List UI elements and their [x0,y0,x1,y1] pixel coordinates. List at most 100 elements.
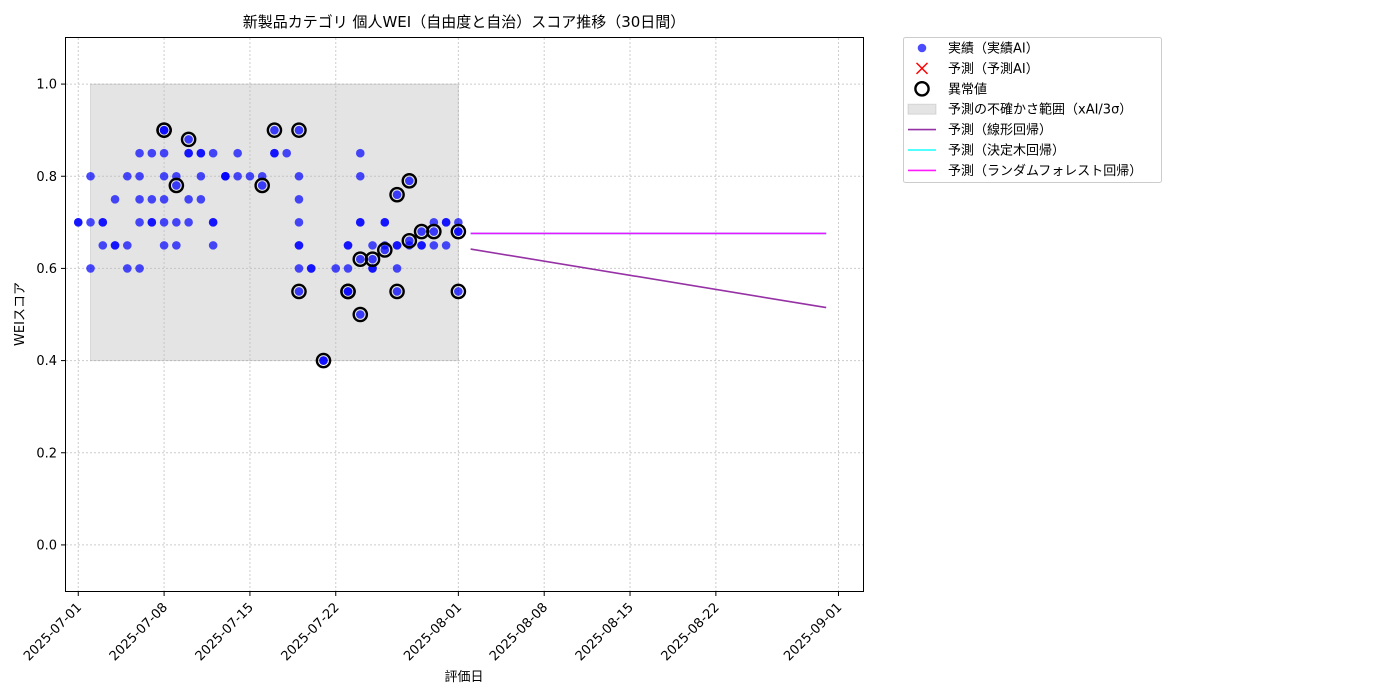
y-tick-label: 1.0 [36,78,57,93]
y-axis-label: WEIスコア [13,282,28,346]
legend-actual-marker [917,43,927,53]
x-axis-label: 評価日 [444,670,483,685]
actual-point [294,241,304,250]
anomaly-point [368,254,377,264]
actual-point [355,218,365,227]
anomaly-point [392,190,402,199]
actual-point [233,148,242,158]
actual-point [123,264,132,273]
legend-label: 実績（実績AI） [948,41,1039,57]
actual-point [429,241,439,250]
anomaly-point [294,287,304,296]
actual-point [110,194,120,204]
actual-point [343,241,353,250]
anomaly-point [405,176,414,186]
anomaly-ring [291,122,307,138]
anomaly-ring [426,223,442,240]
actual-point [110,241,120,250]
anomaly-ring [168,177,185,194]
anomaly-ring [352,306,369,323]
actual-point [282,148,292,158]
anomaly-point [319,356,328,365]
anomaly-ring [389,283,405,300]
legend-label: 予測（ランダムフォレスト回帰） [948,163,1142,179]
anomaly-ring [315,352,332,369]
uncertainty-band-rect [90,83,459,362]
anomaly-ring [450,223,467,240]
actual-point [441,218,451,227]
plot-area [66,38,863,591]
actual-point [196,194,206,204]
actual-point [159,241,169,250]
actual-point [135,148,144,158]
y-tick-label: 0.4 [36,354,57,369]
anomaly-ring [376,242,393,258]
actual-point [392,264,402,273]
legend-label: 異常値 [948,81,987,97]
anomaly-ring [340,283,356,300]
actual-point [343,264,353,273]
actual-point [270,148,279,158]
actual-point [368,241,377,250]
uncertainty-band [90,83,459,362]
legend-band-swatch [907,103,937,115]
anomaly-ring [389,186,405,203]
actual-point [135,171,144,181]
actual-point [196,148,206,158]
actual-point [172,241,181,250]
actual-point [294,171,304,181]
anomaly-point [355,310,365,319]
forecast-line [470,248,827,309]
actual-point [159,171,169,181]
grid [66,38,863,591]
actual-point [208,148,218,158]
actual-point [331,264,341,273]
actual-point [135,264,144,273]
legend-label: 予測（線形回帰） [948,122,1052,138]
actual-point [123,241,132,250]
legend-anomaly-marker [914,81,930,97]
legend-forecast-x-marker [915,62,929,75]
actual-point [98,241,108,250]
anomaly-point [429,227,439,236]
plot-frame [65,37,864,592]
actual-point [208,241,218,250]
actual-point [184,218,193,227]
anomaly-point [257,181,267,190]
anomaly-ring [364,251,381,268]
actual-point [355,171,365,181]
anomaly-markers [156,122,467,369]
actual-point [159,194,169,204]
actual-point [159,218,169,227]
forecast-lines [470,232,827,309]
actual-point [221,171,230,181]
actual-point [159,148,169,158]
anomaly-point [380,245,390,255]
anomaly-point [294,125,304,135]
anomaly-point [172,181,181,190]
anomaly-ring [266,122,283,138]
anomaly-point [405,236,414,246]
anomaly-point [355,254,365,264]
legend-label: 予測（決定木回帰） [948,143,1065,159]
anomaly-point [270,125,279,135]
anomaly-point [184,135,193,144]
actual-point [147,218,157,227]
anomaly-point [159,125,169,135]
actual-point [86,171,95,181]
y-tick-label: 0.0 [36,538,57,553]
actual-point [380,218,390,227]
y-tick-label: 0.6 [36,262,57,277]
actual-point [86,218,95,227]
chart-title: 新製品カテゴリ 個人WEI（自由度と自治）スコア推移（30日間） [243,13,686,31]
anomaly-ring [401,232,418,249]
actual-point [98,218,108,227]
anomaly-point [454,287,463,296]
actual-point [294,218,304,227]
anomaly-point [454,227,463,236]
actual-point [233,171,242,181]
anomaly-ring [180,131,197,148]
